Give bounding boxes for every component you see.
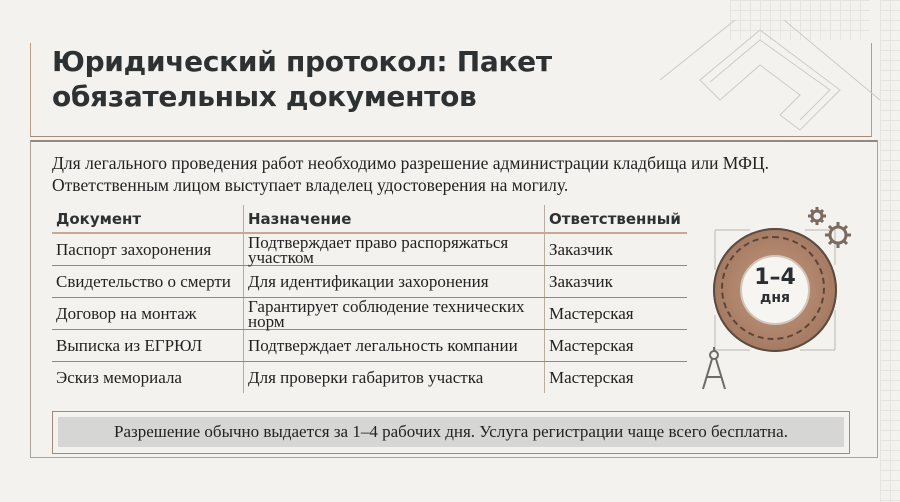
cell-document: Договор на монтаж [52,297,244,330]
cell-document: Эскиз мемориала [56,368,182,387]
table-header-row: Документ Назначение Ответственный [52,205,687,234]
badge-center: 1–4 дня [740,255,810,325]
cell-document: Свидетельство о смерти [52,265,244,298]
page-title: Юридический протокол: Пакет обязательных… [52,45,552,113]
badge-ring [721,236,825,340]
intro-text: Для легального проведения работ необходи… [52,153,769,195]
cell-purpose: Для проверки габаритов участка [243,361,545,393]
cell-responsible: Заказчик [544,265,687,298]
note-box: Разрешение обычно выдается за 1–4 рабочи… [52,411,850,454]
blueprint-sketch [659,20,880,131]
cell-document: Выписка из ЕГРЮЛ [52,329,244,362]
table-row: Паспорт захоронения Подтверждает право р… [52,233,687,266]
cell-document: Паспорт захоронения [52,233,244,266]
badge-unit: дня [760,290,790,306]
cell-purpose: Подтверждает легальность компании [243,329,545,362]
cell-purpose: Для идентификации захоронения [243,265,545,298]
table-row: Эскиз мемориала Для проверки габаритов у… [52,361,687,393]
cell-responsible: Мастерская [544,297,687,330]
header-document: Документ [52,205,244,234]
cell-purpose: Гарантирует соблюдение технических норм [243,297,545,330]
table-row: Свидетельство о смерти Для идентификации… [52,265,687,298]
table-row: Выписка из ЕГРЮЛ Подтверждает легальност… [52,329,687,362]
title-frame [30,43,872,137]
content-frame [30,140,878,458]
table-row: Договор на монтаж Гарантирует соблюдение… [52,297,687,330]
cell-responsible: Заказчик [544,233,687,266]
cell-responsible: Мастерская [544,329,687,362]
cell-purpose: Подтверждает право распоряжаться участко… [243,233,545,266]
duration-badge: 1–4 дня [713,228,837,352]
header-purpose: Назначение [243,205,545,234]
compass-icon [702,347,726,390]
note-text: Разрешение обычно выдается за 1–4 рабочи… [58,417,844,447]
cell-responsible: Мастерская [544,361,687,393]
background-grid-right [880,0,900,502]
header-responsible: Ответственный [544,205,687,234]
blueprint-frame-lines [714,229,836,351]
gears-icon [808,207,851,248]
documents-table: Документ Назначение Ответственный Паспор… [52,205,687,393]
badge-value: 1–4 [754,265,796,290]
